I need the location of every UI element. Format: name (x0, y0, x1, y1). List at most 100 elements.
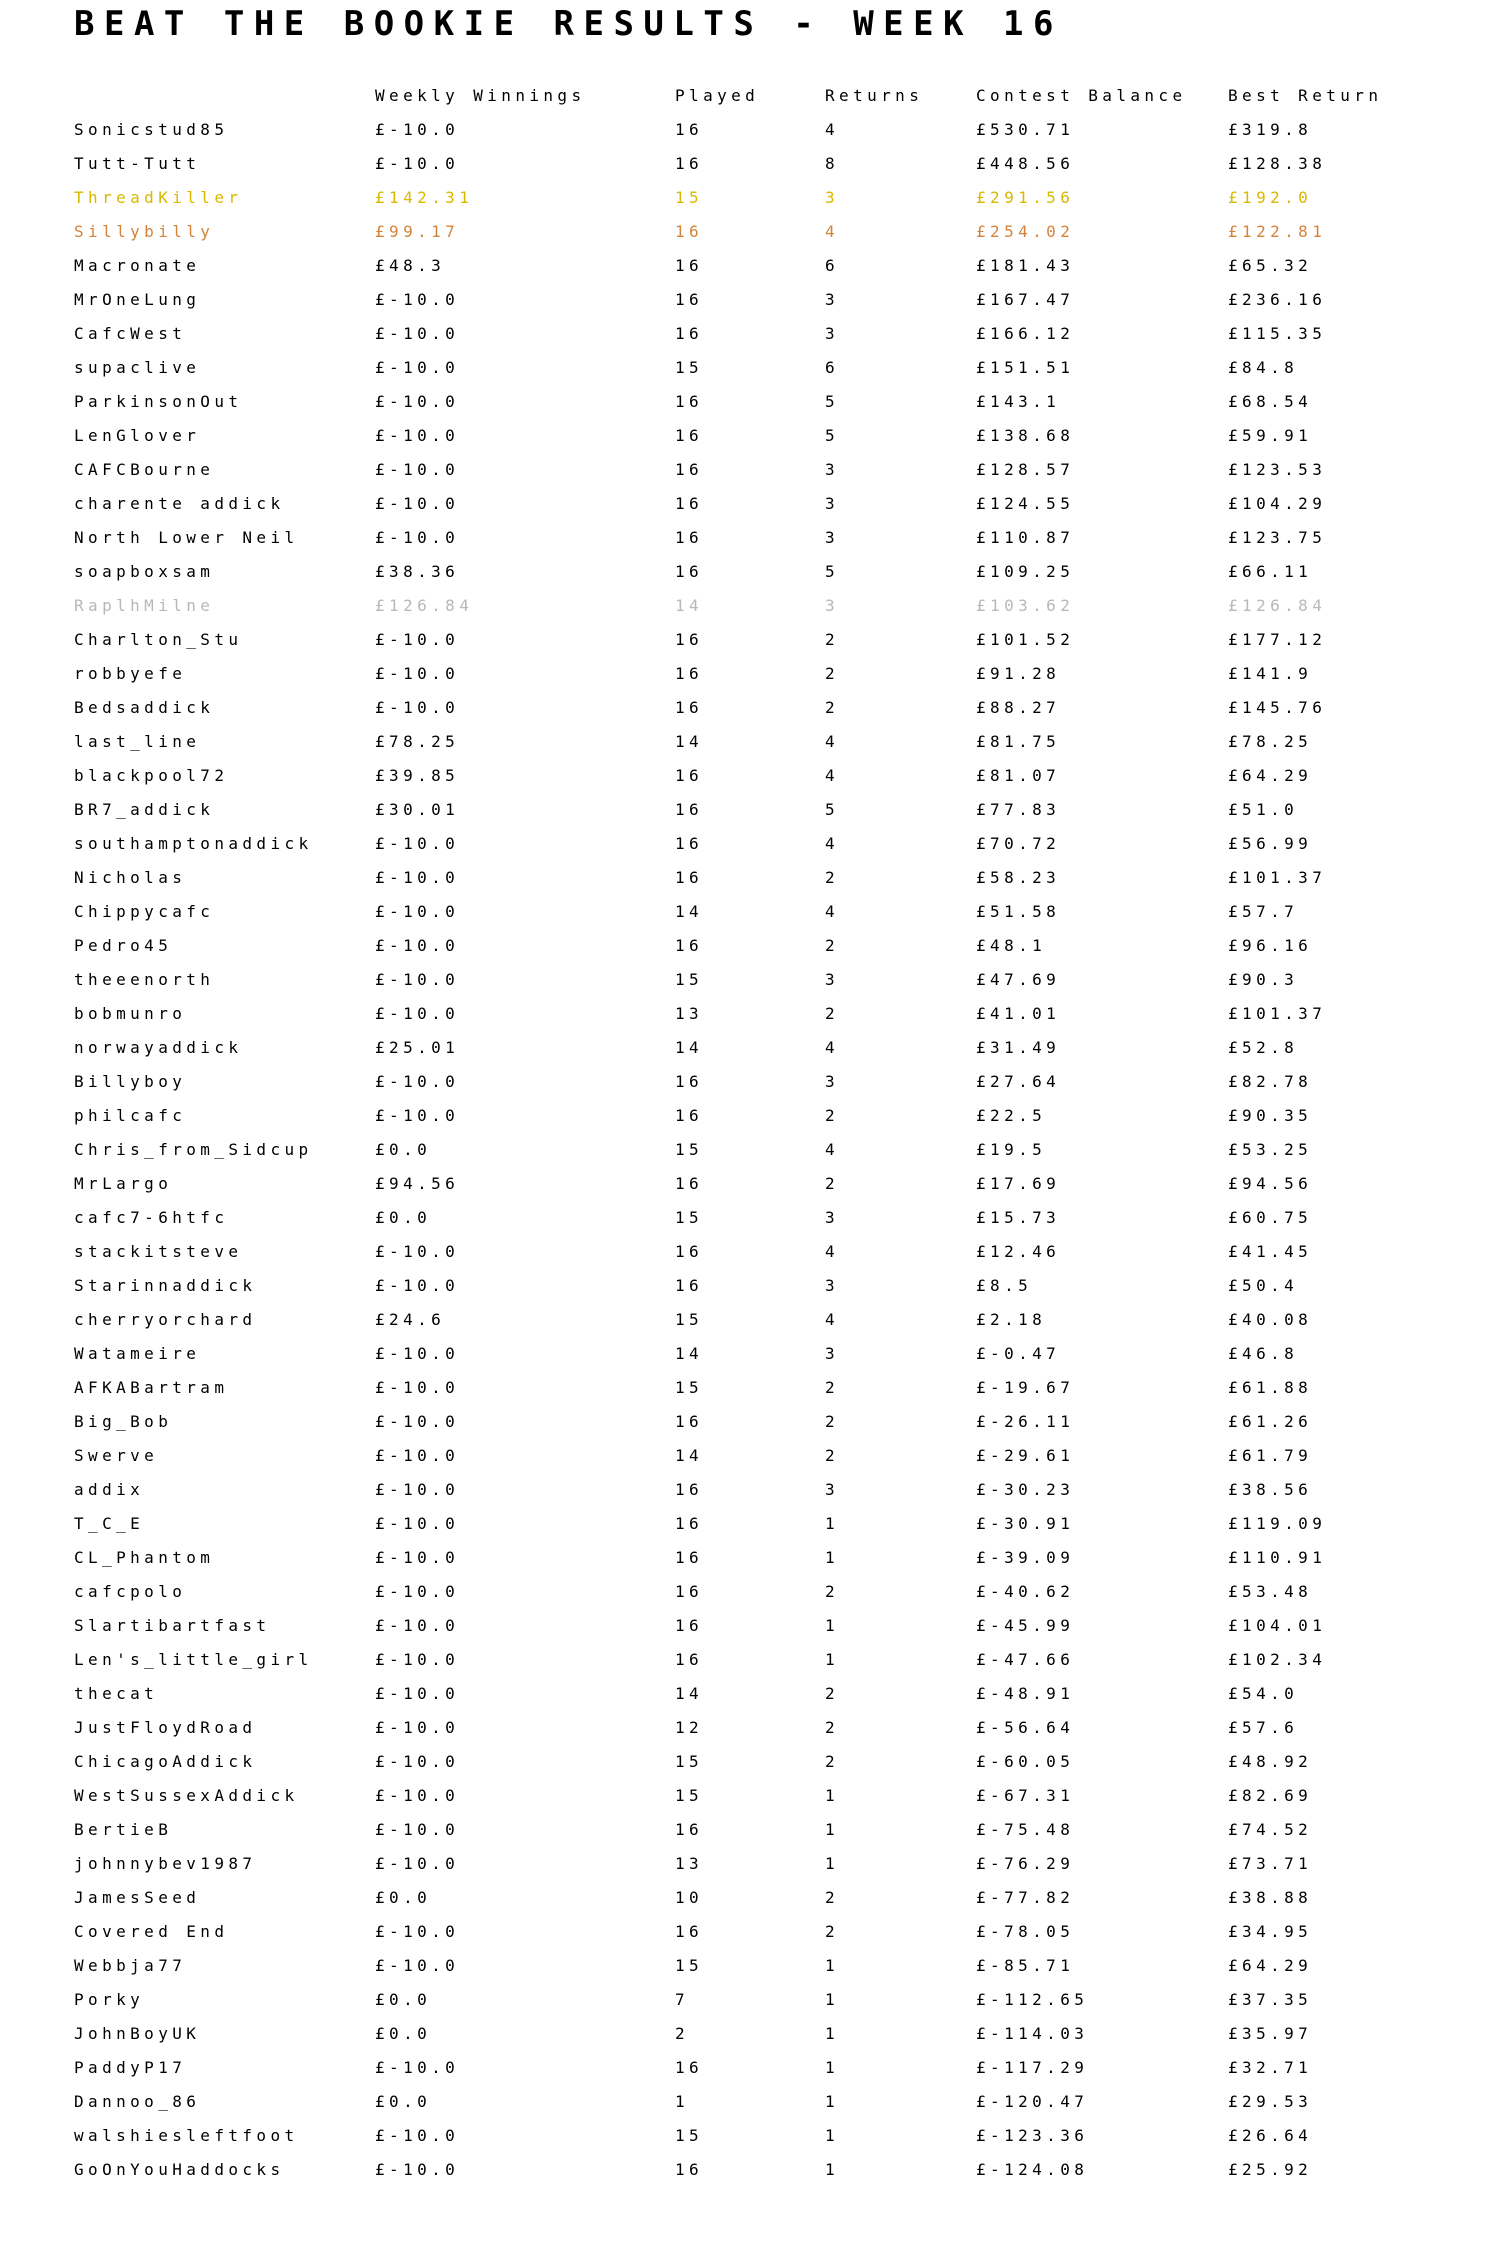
table-row: addix £-10.0 16 3 £-30.23 £38.56 (0, 1473, 1500, 1507)
player-name: Len's_little_girl (74, 1650, 313, 1669)
player-name: Webbja77 (74, 1956, 187, 1975)
table-row: Sonicstud85 £-10.0 16 4 £530.71 £319.8 (0, 113, 1500, 147)
player-name: Swerve (74, 1446, 159, 1465)
best-return: £38.88 (1228, 1888, 1313, 1907)
table-row: JustFloydRoad £-10.0 12 2 £-56.64 £57.6 (0, 1711, 1500, 1745)
player-name: Chris_from_Sidcup (74, 1140, 313, 1159)
played: 16 (675, 834, 704, 853)
played: 13 (675, 1004, 704, 1023)
returns: 3 (825, 1480, 840, 1499)
weekly-winnings: £-10.0 (375, 902, 460, 921)
returns: 4 (825, 732, 840, 751)
best-return: £104.29 (1228, 494, 1327, 513)
table-row: Sillybilly £99.17 16 4 £254.02 £122.81 (0, 215, 1500, 249)
contest-balance: £22.5 (976, 1106, 1047, 1125)
best-return: £90.3 (1228, 970, 1299, 989)
weekly-winnings: £-10.0 (375, 154, 460, 173)
table-row: WestSussexAddick £-10.0 15 1 £-67.31 £82.69 (0, 1779, 1500, 1813)
played: 16 (675, 528, 704, 547)
best-return: £53.48 (1228, 1582, 1313, 1601)
returns: 3 (825, 1344, 840, 1363)
weekly-winnings: £-10.0 (375, 120, 460, 139)
weekly-winnings: £0.0 (375, 2024, 432, 2043)
played: 15 (675, 1310, 704, 1329)
contest-balance: £-30.23 (976, 1480, 1075, 1499)
best-return: £119.09 (1228, 1514, 1327, 1533)
table-row: Chris_from_Sidcup £0.0 15 4 £19.5 £53.25 (0, 1133, 1500, 1167)
weekly-winnings: £-10.0 (375, 1650, 460, 1669)
table-row: CafcWest £-10.0 16 3 £166.12 £115.35 (0, 317, 1500, 351)
weekly-winnings: £-10.0 (375, 1242, 460, 1261)
best-return: £56.99 (1228, 834, 1313, 853)
returns: 1 (825, 1548, 840, 1567)
contest-balance: £-29.61 (976, 1446, 1075, 1465)
header-returns: Returns (825, 86, 924, 105)
contest-balance: £181.43 (976, 256, 1075, 275)
contest-balance: £-85.71 (976, 1956, 1075, 1975)
contest-balance: £530.71 (976, 120, 1075, 139)
played: 16 (675, 1242, 704, 1261)
best-return: £48.92 (1228, 1752, 1313, 1771)
best-return: £192.0 (1228, 188, 1313, 207)
played: 16 (675, 392, 704, 411)
contest-balance: £101.52 (976, 630, 1075, 649)
table-row: Billyboy £-10.0 16 3 £27.64 £82.78 (0, 1065, 1500, 1099)
table-row: RaplhMilne £126.84 14 3 £103.62 £126.84 (0, 589, 1500, 623)
played: 16 (675, 664, 704, 683)
contest-balance: £-47.66 (976, 1650, 1075, 1669)
best-return: £96.16 (1228, 936, 1313, 955)
contest-balance: £41.01 (976, 1004, 1061, 1023)
best-return: £101.37 (1228, 1004, 1327, 1023)
played: 16 (675, 1922, 704, 1941)
best-return: £53.25 (1228, 1140, 1313, 1159)
table-row: ThreadKiller £142.31 15 3 £291.56 £192.0 (0, 181, 1500, 215)
player-name: Dannoo_86 (74, 2092, 201, 2111)
best-return: £51.0 (1228, 800, 1299, 819)
played: 14 (675, 1684, 704, 1703)
best-return: £35.97 (1228, 2024, 1313, 2043)
best-return: £40.08 (1228, 1310, 1313, 1329)
player-name: robbyefe (74, 664, 187, 683)
returns: 3 (825, 324, 840, 343)
played: 16 (675, 868, 704, 887)
played: 16 (675, 1174, 704, 1193)
returns: 1 (825, 2092, 840, 2111)
returns: 2 (825, 1446, 840, 1465)
contest-balance: £-114.03 (976, 2024, 1089, 2043)
weekly-winnings: £-10.0 (375, 528, 460, 547)
played: 16 (675, 120, 704, 139)
player-name: bobmunro (74, 1004, 187, 1023)
best-return: £57.7 (1228, 902, 1299, 921)
returns: 2 (825, 698, 840, 717)
weekly-winnings: £-10.0 (375, 426, 460, 445)
weekly-winnings: £78.25 (375, 732, 460, 751)
player-name: ThreadKiller (74, 188, 243, 207)
contest-balance: £-60.05 (976, 1752, 1075, 1771)
returns: 1 (825, 2126, 840, 2145)
player-name: Chippycafc (74, 902, 215, 921)
best-return: £29.53 (1228, 2092, 1313, 2111)
player-name: ChicagoAddick (74, 1752, 257, 1771)
player-name: LenGlover (74, 426, 201, 445)
returns: 1 (825, 2024, 840, 2043)
weekly-winnings: £38.36 (375, 562, 460, 581)
weekly-winnings: £94.56 (375, 1174, 460, 1193)
weekly-winnings: £-10.0 (375, 868, 460, 887)
contest-balance: £88.27 (976, 698, 1061, 717)
played: 16 (675, 460, 704, 479)
best-return: £66.11 (1228, 562, 1313, 581)
returns: 2 (825, 1378, 840, 1397)
contest-balance: £-56.64 (976, 1718, 1075, 1737)
returns: 2 (825, 936, 840, 955)
returns: 3 (825, 188, 840, 207)
returns: 5 (825, 800, 840, 819)
contest-balance: £-26.11 (976, 1412, 1075, 1431)
best-return: £319.8 (1228, 120, 1313, 139)
returns: 1 (825, 1956, 840, 1975)
table-row: Len's_little_girl £-10.0 16 1 £-47.66 £102.34 (0, 1643, 1500, 1677)
played: 16 (675, 1548, 704, 1567)
played: 15 (675, 1208, 704, 1227)
played: 16 (675, 290, 704, 309)
player-name: Big_Bob (74, 1412, 173, 1431)
best-return: £68.54 (1228, 392, 1313, 411)
